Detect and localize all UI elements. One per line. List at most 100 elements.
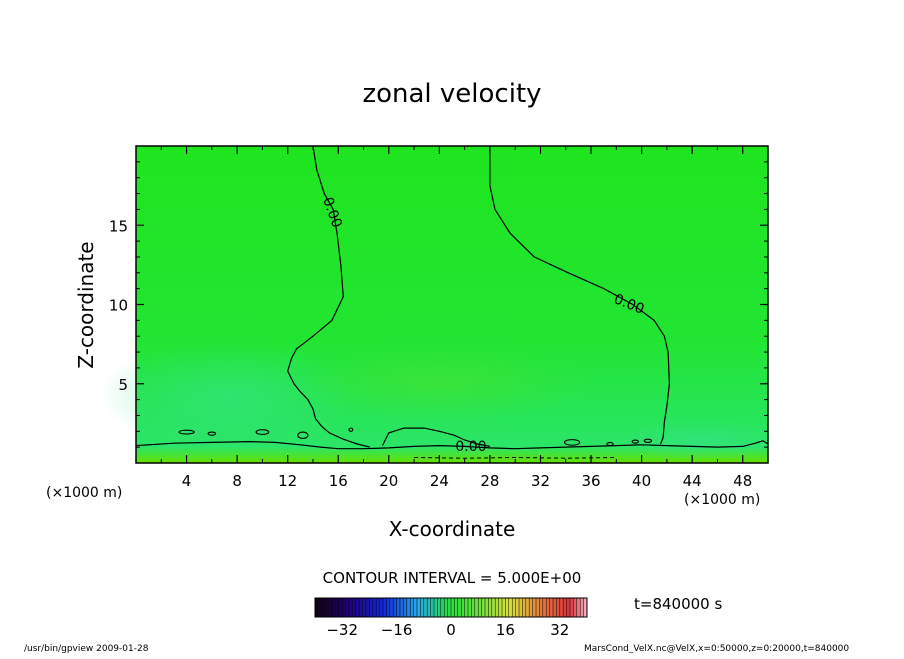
colorbar-cell [539, 598, 543, 617]
colorbar-cell [393, 598, 397, 617]
x-tick-label-10: 44 [683, 472, 702, 490]
colorbar-cell [369, 598, 373, 617]
x-tick-label-3: 16 [329, 472, 348, 490]
colorbar-cell [519, 598, 523, 617]
colorbar-cell [447, 598, 451, 617]
colorbar-tick-label-1: −16 [381, 621, 413, 639]
colorbar-cell [403, 598, 407, 617]
contour-interval: CONTOUR INTERVAL = 5.000E+00 [323, 569, 582, 587]
x-tick-label-5: 24 [430, 472, 449, 490]
colorbar-cell [502, 598, 506, 617]
colorbar-cell [468, 598, 472, 617]
colorbar-cell [410, 598, 414, 617]
colorbar-cell [576, 598, 581, 617]
contour-loop-8 [643, 438, 653, 443]
contour-negative [414, 456, 617, 459]
colorbar-cell [359, 598, 363, 617]
colorbar-cell [553, 598, 557, 617]
colorbar-cell [559, 598, 564, 617]
colorbar [314, 597, 588, 618]
colorbar-cell [566, 598, 570, 617]
colorbar-cell [474, 598, 479, 617]
x-tick-label-4: 20 [379, 472, 398, 490]
colorbar-cell [315, 598, 319, 617]
colorbar-cell [396, 598, 400, 617]
colorbar-tick-label-3: 16 [496, 621, 515, 639]
contour-line-3 [381, 427, 491, 447]
contour-loop-1 [207, 431, 217, 436]
colorbar-cell [583, 598, 587, 617]
colorbar-cell [522, 598, 526, 617]
colorbar-cell [471, 598, 475, 617]
colorbar-tick-label-0: −32 [326, 621, 358, 639]
colorbar-tick-label-4: 32 [550, 621, 569, 639]
colorbar-cell [345, 598, 349, 617]
field-shade-right [620, 420, 780, 460]
colorbar-cell [508, 598, 513, 617]
x-tick-label-7: 32 [531, 472, 550, 490]
colorbar-cell [335, 598, 339, 617]
colorbar-cell [383, 598, 387, 617]
colorbar-cell [491, 598, 496, 617]
colorbar-cell [325, 598, 329, 617]
contour-labels: 0.000.000.00 [319, 195, 646, 455]
x-axis-label: X-coordinate [389, 517, 516, 541]
colorbar-cell [505, 598, 509, 617]
colorbar-cell [580, 598, 584, 617]
colorbar-cell [318, 598, 322, 617]
colorbar-cell [570, 598, 574, 617]
contour-loop-5 [563, 438, 581, 446]
colorbar-cell [372, 598, 377, 617]
x-axis-unit: (×1000 m) [684, 492, 760, 508]
colorbar-cell [546, 598, 550, 617]
colorbar-cell [434, 598, 438, 617]
colorbar-cell [532, 598, 536, 617]
footer-left: /usr/bin/gpview 2009-01-28 [24, 644, 149, 654]
colorbar-ticks: −32 −16 0 16 32 [326, 621, 569, 639]
contour-loop-7 [631, 439, 639, 444]
y-axis-label: Z-coordinate [74, 241, 98, 368]
colorbar-cell [495, 598, 499, 617]
colorbar-cell [366, 598, 370, 617]
y-tick-label-1: 10 [109, 297, 128, 315]
colorbar-cell [338, 598, 343, 617]
colorbar-cell [400, 598, 404, 617]
colorbar-tick-label-2: 0 [446, 621, 456, 639]
footer-right: MarsCond_VelX.nc@VelX,x=0:50000,z=0:2000… [584, 644, 849, 654]
colorbar-cell [437, 598, 441, 617]
colorbar-cell [549, 598, 553, 617]
time-label: t=840000 s [634, 595, 722, 613]
contour-line-1 [489, 146, 671, 445]
colorbar-cell [440, 598, 445, 617]
colorbar-cell [352, 598, 356, 617]
colorbar-cell [386, 598, 390, 617]
colorbar-cell [525, 598, 530, 617]
colorbar-cell [332, 598, 336, 617]
colorbar-cell [461, 598, 465, 617]
field-shade-mid [290, 342, 590, 422]
colorbar-cell [376, 598, 380, 617]
y-axis-unit: (×1000 m) [46, 485, 122, 501]
x-tick-label-1: 8 [232, 472, 242, 490]
y-tick-label-2: 15 [109, 217, 128, 235]
colorbar-cell [413, 598, 417, 617]
colorbar-cell [417, 598, 421, 617]
x-tick-label-8: 36 [581, 472, 600, 490]
colorbar-cell [444, 598, 448, 617]
x-tick-label-2: 12 [278, 472, 297, 490]
colorbar-cell [515, 598, 519, 617]
chart-title: zonal velocity [362, 79, 541, 109]
colorbar-cell [488, 598, 492, 617]
colorbar-cell [529, 598, 533, 617]
contour-loop-6 [606, 441, 614, 447]
contour-loop-3 [297, 431, 309, 439]
y-tick-label-0: 5 [118, 376, 128, 394]
field-shade-left [100, 340, 360, 450]
colorbar-cell [478, 598, 482, 617]
colorbar-cell [573, 598, 577, 617]
colorbar-cell [420, 598, 424, 617]
colorbar-frame [314, 597, 588, 618]
colorbar-cell [451, 598, 455, 617]
